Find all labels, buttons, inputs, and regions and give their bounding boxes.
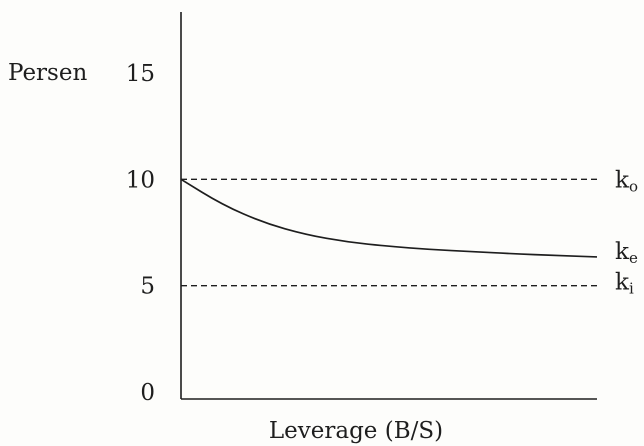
series-labels: ko ke ki bbox=[615, 167, 638, 297]
y-tick-label: 10 bbox=[126, 167, 155, 193]
y-axis-label: Persen bbox=[8, 60, 87, 86]
series-group bbox=[180, 178, 598, 287]
y-tick-labels: 0 5 10 15 bbox=[126, 61, 155, 406]
series-label-ko: ko bbox=[615, 167, 638, 195]
axes bbox=[180, 12, 597, 400]
x-axis-label: Leverage (B/S) bbox=[269, 418, 443, 444]
y-tick-label: 5 bbox=[140, 274, 155, 300]
y-tick-label: 0 bbox=[140, 380, 155, 406]
series-line-ke bbox=[180, 178, 598, 258]
series-label-ke: ke bbox=[615, 239, 638, 267]
series-label-ki: ki bbox=[615, 270, 634, 298]
y-tick-label: 15 bbox=[126, 61, 155, 87]
